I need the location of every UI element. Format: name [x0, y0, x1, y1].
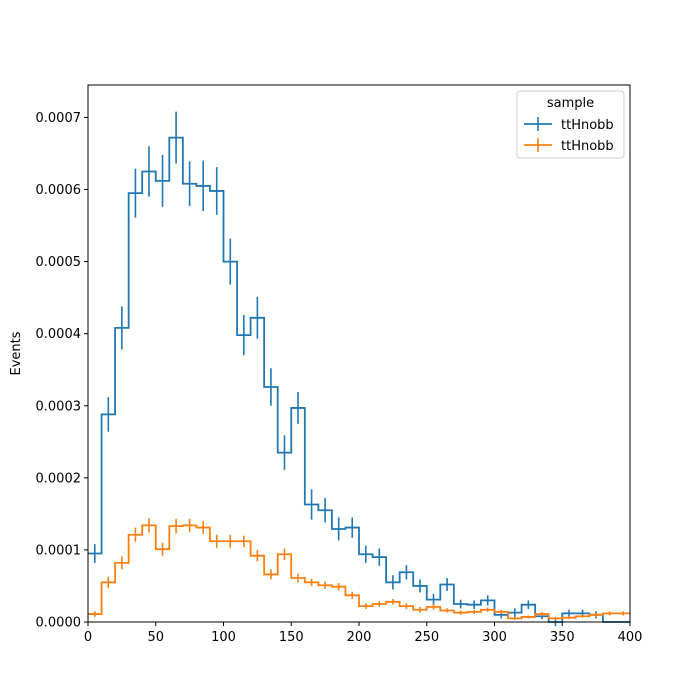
y-tick-label: 0.0005	[36, 255, 82, 270]
x-axis: 0 50 100 150 200 250 300 350 400	[84, 622, 643, 645]
legend: sample ttHnobb ttHnobb	[516, 90, 625, 159]
y-tick-label: 0.0001	[36, 543, 82, 558]
y-tick-label: 0.0007	[36, 111, 82, 126]
y-axis-label: Events	[9, 331, 24, 375]
x-tick-label: 200	[347, 630, 372, 645]
y-tick-label: 0.0006	[36, 183, 82, 198]
plot-area	[88, 111, 630, 627]
x-tick-label: 100	[211, 630, 236, 645]
series-1	[88, 111, 630, 627]
x-tick-label: 300	[482, 630, 507, 645]
series-2-step-line	[88, 524, 630, 620]
x-tick-label: 150	[279, 630, 304, 645]
series-2	[88, 518, 630, 620]
legend-label: ttHnobb	[561, 139, 614, 154]
legend-item-2: ttHnobb	[524, 138, 614, 154]
legend-item-1: ttHnobb	[524, 117, 614, 133]
x-tick-label: 50	[147, 630, 164, 645]
legend-label: ttHnobb	[561, 118, 614, 133]
y-tick-label: 0.0003	[36, 399, 82, 414]
y-tick-label: 0.0000	[36, 616, 82, 631]
x-tick-label: 250	[414, 630, 439, 645]
x-tick-label: 400	[618, 630, 643, 645]
legend-title: sample	[547, 96, 594, 111]
y-axis: 0.0000 0.0001 0.0002 0.0003 0.0004 0.0005 0.00…	[36, 111, 88, 631]
y-tick-label: 0.0004	[36, 327, 82, 342]
x-tick-label: 350	[550, 630, 575, 645]
x-tick-label: 0	[84, 630, 92, 645]
legend-box	[516, 90, 625, 159]
y-tick-label: 0.0002	[36, 471, 82, 486]
